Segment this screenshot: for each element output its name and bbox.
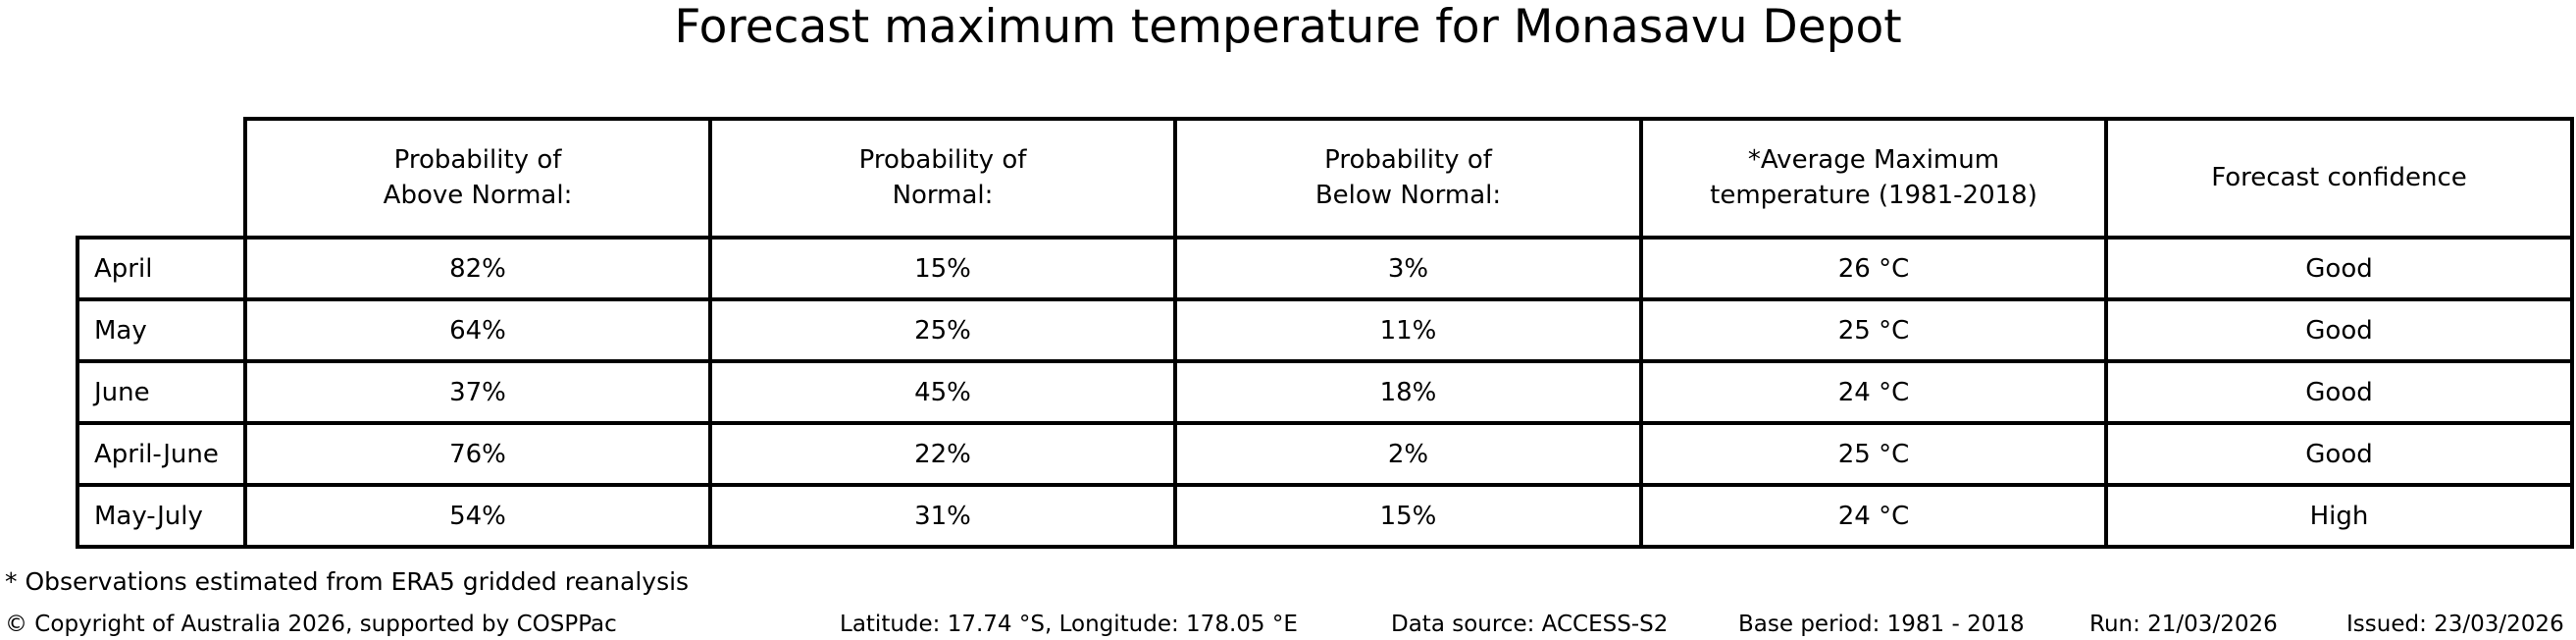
page-title: Forecast maximum temperature for Monasav… [674, 0, 1902, 54]
cell-avg-max-temp: 26 °C [1639, 236, 2108, 301]
row-label: May [76, 297, 247, 363]
row-label: April-June [76, 421, 247, 487]
cell-normal: 22% [708, 421, 1177, 487]
footer-base-period: Base period: 1981 - 2018 [1738, 612, 2025, 637]
footer-copyright: © Copyright of Australia 2026, supported… [5, 612, 617, 637]
table-row-may-july: May-July 54% 31% 15% 24 °C High [76, 483, 2574, 549]
cell-below-normal: 15% [1173, 483, 1643, 549]
cell-normal: 45% [708, 359, 1177, 425]
cell-normal: 25% [708, 297, 1177, 363]
table-row-april-june: April-June 76% 22% 2% 25 °C Good [76, 421, 2574, 487]
cell-below-normal: 11% [1173, 297, 1643, 363]
table-row-may: May 64% 25% 11% 25 °C Good [76, 297, 2574, 363]
cell-confidence: Good [2104, 236, 2574, 301]
header-row: Probability of Above Normal: Probability… [77, 117, 2574, 240]
cell-avg-max-temp: 24 °C [1639, 483, 2108, 549]
col-header-forecast-confidence: Forecast confidence [2104, 117, 2574, 240]
row-label: April [76, 236, 247, 301]
table-body: April 82% 15% 3% 26 °C Good May 64% 25% … [76, 236, 2574, 549]
cell-avg-max-temp: 25 °C [1639, 297, 2108, 363]
col-header-avg-max-temp: *Average Maximum temperature (1981-2018) [1639, 117, 2108, 240]
cell-confidence: Good [2104, 359, 2574, 425]
cell-below-normal: 18% [1173, 359, 1643, 425]
cell-avg-max-temp: 25 °C [1639, 421, 2108, 487]
cell-above-normal: 54% [243, 483, 712, 549]
cell-above-normal: 37% [243, 359, 712, 425]
cell-confidence: Good [2104, 297, 2574, 363]
header-corner-empty [77, 119, 245, 238]
table-row-june: June 37% 45% 18% 24 °C Good [76, 359, 2574, 425]
table-row-april: April 82% 15% 3% 26 °C Good [76, 236, 2574, 301]
cell-above-normal: 82% [243, 236, 712, 301]
cell-confidence: High [2104, 483, 2574, 549]
cell-confidence: Good [2104, 421, 2574, 487]
footnote-observations: * Observations estimated from ERA5 gridd… [5, 567, 690, 596]
cell-below-normal: 3% [1173, 236, 1643, 301]
cell-avg-max-temp: 24 °C [1639, 359, 2108, 425]
col-header-below-normal: Probability of Below Normal: [1173, 117, 1643, 240]
cell-normal: 15% [708, 236, 1177, 301]
col-header-above-normal: Probability of Above Normal: [243, 117, 712, 240]
footer-run-date: Run: 21/03/2026 [2089, 612, 2278, 637]
col-header-normal: Probability of Normal: [708, 117, 1177, 240]
cell-normal: 31% [708, 483, 1177, 549]
row-label: May-July [76, 483, 247, 549]
table-header: Probability of Above Normal: Probability… [77, 117, 2574, 240]
row-label: June [76, 359, 247, 425]
cell-below-normal: 2% [1173, 421, 1643, 487]
cell-above-normal: 64% [243, 297, 712, 363]
cell-above-normal: 76% [243, 421, 712, 487]
footer-issued-date: Issued: 23/03/2026 [2346, 612, 2564, 637]
footer-data-source: Data source: ACCESS-S2 [1391, 612, 1669, 637]
footer-lat-long: Latitude: 17.74 °S, Longitude: 178.05 °E [840, 612, 1298, 637]
forecast-table: Probability of Above Normal: Probability… [76, 117, 2574, 549]
